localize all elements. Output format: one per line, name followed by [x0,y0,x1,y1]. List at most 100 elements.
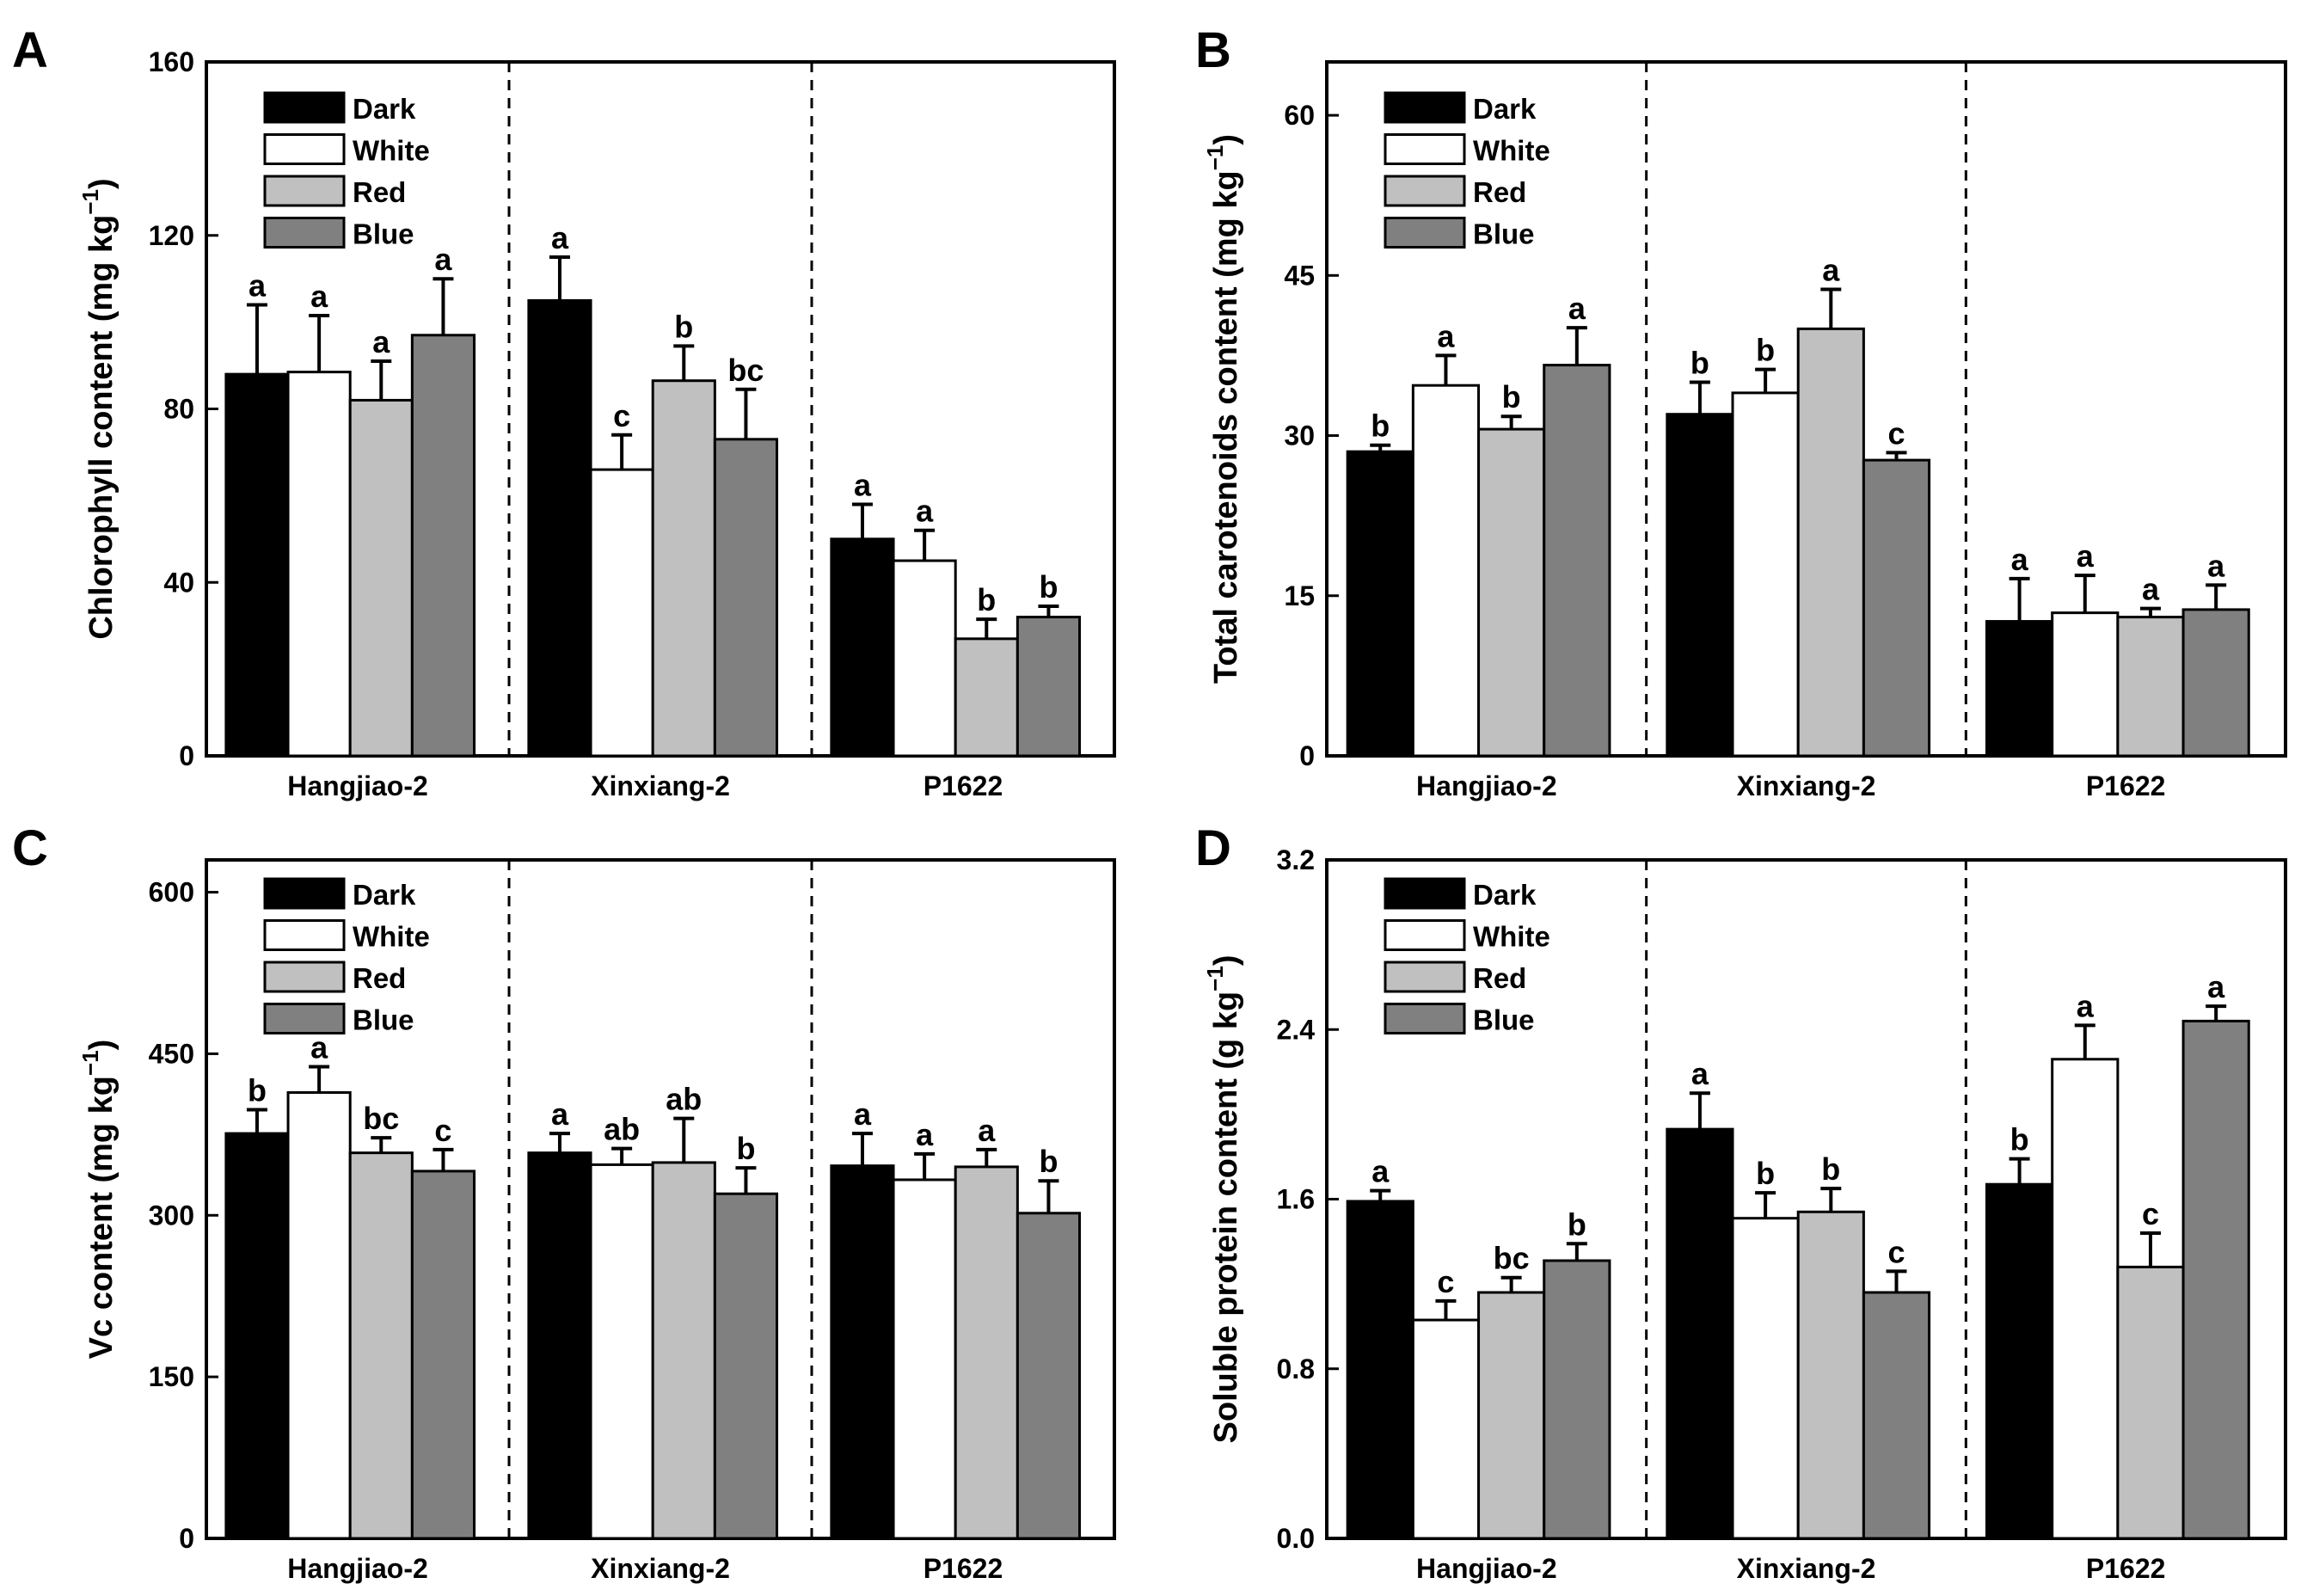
legend-swatch-blue [263,1003,346,1034]
bar-white [892,559,957,758]
y-axis-title: Soluble protein content (g kg−1) [1202,955,1244,1444]
significance-letter: b [1039,1144,1058,1179]
bar-dark [1346,450,1414,758]
legend-label-dark: Dark [1473,879,1537,911]
significance-letter: a [551,1096,569,1132]
bar-dark [527,1151,592,1540]
bar-white [589,468,654,758]
legend-label-white: White [1473,921,1550,953]
bar-white [1731,1217,1800,1540]
significance-letter: a [249,267,267,303]
y-tick-label: 0 [1299,740,1315,771]
panel-c: C 0 150 300 450 600 Vc content (mg kg−1) Hangji… [12,820,1116,1584]
x-category-label: P1622 [2086,1553,2166,1584]
significance-letter: a [1822,252,1840,287]
y-tick-label: 30 [1284,420,1315,451]
legend-label-blue: Blue [353,1004,414,1036]
x-category-label: Hangjiao-2 [1416,770,1557,801]
bar-blue [1543,364,1611,758]
significance-letter: b [1756,333,1775,368]
bar-dark [1666,1127,1734,1540]
legend-label-blue: Blue [353,218,414,250]
bar-dark [224,1132,290,1540]
y-axis-title: Total carotenoids content (mg kg−1) [1202,134,1244,684]
significance-letter: c [613,398,630,433]
y-tick-label: 160 [149,46,194,77]
significance-letter: a [2011,542,2029,577]
y-tick-label: 45 [1284,260,1315,291]
panel-a: A 0 40 80 120 160 Chlorophyll content (mg kg−1… [12,22,1116,801]
legend-swatch-white [263,919,346,951]
legend-label-white: White [1473,135,1550,167]
legend-label-white: White [353,135,430,167]
legend-swatch-red [1384,961,1466,993]
significance-letter: a [2207,969,2225,1004]
legend-swatch-dark [263,877,346,910]
significance-letter: b [1039,569,1058,605]
significance-letter: b [1502,379,1521,414]
significance-letter: b [1568,1206,1586,1242]
significance-letter: b [736,1131,755,1166]
significance-letter: bc [1494,1241,1530,1276]
legend-swatch-dark [1384,877,1466,910]
significance-letter: a [372,324,390,359]
y-tick-label: 0 [179,740,194,771]
legend-swatch-dark [1384,91,1466,124]
panel-letter: B [1195,22,1231,78]
legend-label-dark: Dark [1473,93,1537,125]
bar-white [286,1091,352,1540]
bar-red [2116,1265,2185,1540]
bar-blue [410,1169,476,1540]
panel-letter: C [12,820,48,876]
significance-letter: a [1568,291,1586,326]
legend-swatch-white [263,133,346,165]
significance-letter: a [2207,548,2225,583]
x-category-label: Xinxiang-2 [1737,770,1876,801]
legend-swatch-red [1384,175,1466,207]
legend-swatch-blue [1384,217,1466,249]
y-axis-title-superscript: −1 [1202,966,1228,991]
significance-letter: a [854,467,872,502]
y-axis-title: Vc content (mg kg−1) [77,1040,120,1360]
bar-blue [1543,1259,1611,1540]
bar-red [954,1165,1019,1540]
significance-letter: b [1821,1151,1840,1187]
legend-swatch-blue [1384,1003,1466,1034]
legend-swatch-blue [263,217,346,249]
bar-blue [2181,1019,2250,1540]
legend-label-red: Red [1473,176,1526,208]
legend-label-dark: Dark [353,93,416,125]
legend-swatch-dark [263,91,346,124]
bar-dark [1346,1200,1414,1540]
significance-letter: a [1691,1056,1709,1091]
bar-blue [410,334,476,758]
legend-swatch-white [1384,919,1466,951]
significance-letter: a [978,1113,996,1148]
bar-dark [1985,620,2054,758]
bar-red [2116,616,2185,758]
bar-dark [1985,1182,2054,1540]
bar-white [1411,384,1481,758]
significance-letter: ab [666,1082,702,1117]
significance-letter: bc [727,353,764,388]
significance-letter: c [434,1113,451,1148]
legend-label-blue: Blue [1473,1004,1535,1036]
bar-white [1411,1318,1481,1540]
significance-letter: c [2142,1196,2159,1231]
y-axis-title-close: ) [1208,955,1244,967]
legend-label-dark: Dark [353,879,416,911]
bar-dark [830,537,895,758]
bar-red [1796,327,1865,758]
significance-letter: ab [604,1112,640,1147]
x-category-label: P1622 [2086,770,2166,801]
y-tick-label: 3.2 [1277,844,1315,875]
significance-letter: a [916,1117,934,1152]
significance-letter: a [854,1096,872,1132]
y-axis-title-main: Chlorophyll content (mg kg [83,215,120,640]
significance-letter: b [1690,345,1709,380]
x-category-label: Xinxiang-2 [591,770,730,801]
significance-letter: b [1756,1156,1775,1191]
y-axis-title-main: Total carotenoids content (mg kg [1208,170,1244,684]
significance-letter: a [434,242,452,277]
significance-letter: c [1437,1264,1454,1299]
